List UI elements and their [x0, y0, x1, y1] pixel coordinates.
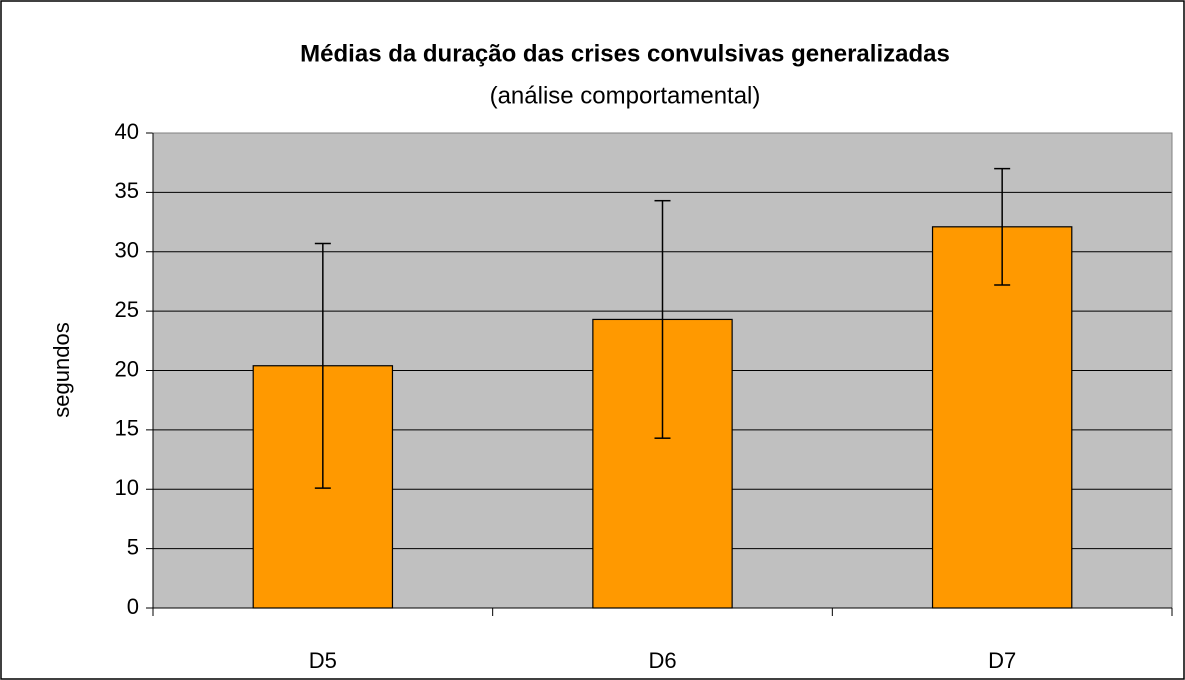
y-tick-label: 40	[115, 119, 139, 144]
y-tick-label: 30	[115, 238, 139, 263]
chart-subtitle: (análise comportamental)	[490, 82, 761, 109]
bar	[931, 226, 1073, 609]
x-tick-label: D5	[309, 648, 337, 673]
y-tick-label: 15	[115, 416, 139, 441]
y-tick-label: 20	[115, 356, 139, 381]
y-tick-label: 10	[115, 475, 139, 500]
x-tick-label: D6	[648, 648, 676, 673]
chart-title: Médias da duração das crises convulsivas…	[300, 40, 950, 67]
y-tick-label: 0	[127, 594, 139, 619]
x-tick-label: D7	[988, 648, 1016, 673]
y-tick-label: 5	[127, 534, 139, 559]
y-tick-label: 25	[115, 297, 139, 322]
y-axis-label: segundos	[49, 322, 74, 417]
y-tick-label: 35	[115, 178, 139, 203]
